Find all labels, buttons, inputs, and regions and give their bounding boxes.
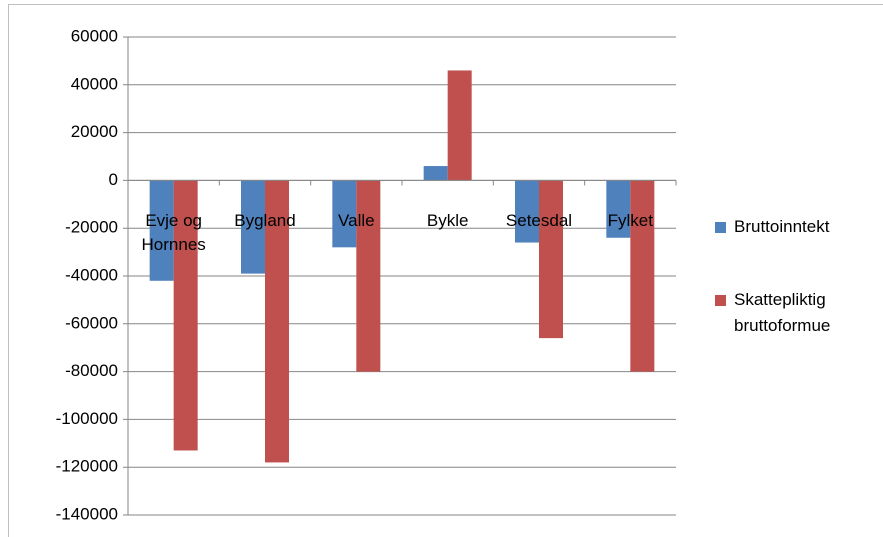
x-tick-label: Setesdal <box>505 211 573 231</box>
x-tick-label: Bykle <box>426 211 469 231</box>
y-tick-label: 60000 <box>71 26 118 45</box>
bar <box>241 180 265 274</box>
y-tick-label: -120000 <box>56 457 118 476</box>
x-tick-label: Evje og Hornnes <box>141 211 206 255</box>
y-tick-label: 0 <box>109 170 118 189</box>
bar <box>332 180 357 248</box>
chart-border <box>8 4 883 537</box>
bar <box>606 180 631 238</box>
legend-label: Skattepliktig bruttoformue <box>734 290 831 335</box>
legend-swatch <box>715 222 726 233</box>
y-tick-label: 40000 <box>71 74 118 93</box>
y-tick-label: -140000 <box>56 504 118 523</box>
y-tick-label: 20000 <box>71 122 118 141</box>
y-tick-label: -40000 <box>65 265 118 284</box>
bar <box>539 180 563 339</box>
bar <box>423 166 448 181</box>
x-tick-label: Valle <box>338 211 375 231</box>
bar <box>173 180 198 451</box>
bar <box>447 70 472 181</box>
legend-label: Bruttoinntekt <box>734 217 830 236</box>
bar <box>356 180 381 372</box>
legend-swatch <box>715 295 726 306</box>
y-tick-label: -100000 <box>56 409 118 428</box>
bar <box>265 180 289 463</box>
y-tick-label: -80000 <box>65 361 118 380</box>
x-tick-label: Fylket <box>607 211 653 231</box>
bar <box>149 180 174 281</box>
bar <box>515 180 539 243</box>
y-tick-label: -60000 <box>65 313 118 332</box>
y-tick-label: -20000 <box>65 218 118 237</box>
x-tick-label: Bygland <box>234 211 296 231</box>
bar <box>630 180 655 372</box>
